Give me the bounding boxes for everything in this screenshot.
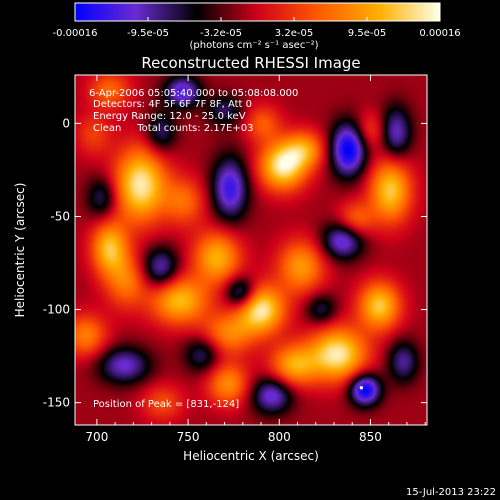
peak-marker (359, 386, 363, 390)
y-tick-label: -150 (43, 396, 70, 410)
annotations: 6-Apr-2006 05:05:40.000 to 05:08:08.000 … (89, 88, 298, 410)
annotation-peak: Position of Peak = [831,-124] (93, 399, 239, 410)
x-tick-label: 700 (85, 430, 108, 444)
colorbar-tick-label: -0.00016 (53, 28, 98, 39)
colorbar-tick-label: -9.5e-05 (127, 28, 169, 39)
y-axis-ticks: 0 -50 -100 -150 (43, 116, 427, 410)
footer-timestamp: 15-Jul-2013 23:22 (406, 487, 496, 498)
annotation-detectors: Detectors: 4F 5F 6F 7F 8F, Att 0 (93, 99, 252, 110)
x-tick-label: 800 (268, 430, 291, 444)
colorbar-tick-label: 9.5e-05 (348, 28, 386, 39)
colorbar (74, 2, 441, 22)
colorbar-ticks: -0.00016 -9.5e-05 -3.2e-05 3.2e-05 9.5e-05 0.… (53, 17, 461, 39)
x-axis-ticks: 700 750 800 850 (85, 75, 426, 444)
y-tick-label: -50 (50, 209, 70, 223)
colorbar-units: (photons cm⁻² s⁻¹ asec⁻²) (189, 40, 318, 51)
colorbar-tick-label: 0.00016 (419, 28, 460, 39)
y-axis-label: Heliocentric Y (arcsec) (13, 183, 27, 318)
chart-title: Reconstructed RHESSI Image (141, 54, 360, 72)
annotation-energy: Energy Range: 12.0 - 25.0 keV (93, 111, 246, 122)
x-tick-label: 850 (359, 430, 382, 444)
annotation-clean: Clean Total counts: 2.17E+03 (93, 123, 253, 134)
plot-frame (74, 74, 428, 426)
colorbar-tick-label: -3.2e-05 (200, 28, 242, 39)
x-tick-label: 750 (177, 430, 200, 444)
annotation-time: 6-Apr-2006 05:05:40.000 to 05:08:08.000 (89, 88, 298, 99)
y-tick-label: -100 (43, 303, 70, 317)
heatmap-image (75, 75, 427, 425)
colorbar-tick-label: 3.2e-05 (275, 28, 313, 39)
y-tick-label: 0 (62, 116, 70, 130)
x-axis-label: Heliocentric X (arcsec) (183, 449, 319, 463)
